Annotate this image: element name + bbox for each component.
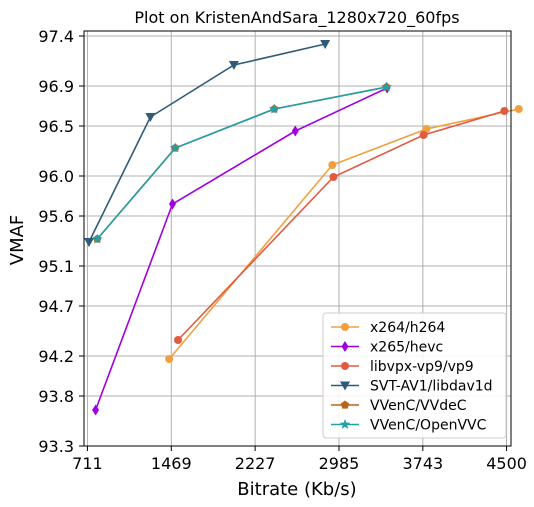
series-line	[88, 43, 326, 243]
data-point	[291, 125, 299, 137]
tick-layer: 711 1469 2227 2985 3743 4500 93.3 93.8 94.2 94.7 9…	[38, 27, 527, 473]
data-point	[381, 81, 392, 92]
y-tick-label: 96.0	[38, 167, 74, 186]
series-2	[174, 107, 509, 344]
series-5	[92, 81, 392, 244]
legend-label: libvpx-vp9/vp9	[370, 359, 474, 375]
data-point	[514, 105, 523, 113]
y-tick-label: 94.7	[38, 297, 74, 316]
x-tick-label: 1469	[151, 454, 192, 473]
y-tick-label: 93.8	[38, 387, 74, 406]
plot-frame	[83, 30, 512, 447]
legend-label: x265/hevc	[370, 340, 443, 356]
series-line	[177, 110, 505, 341]
legend-box	[322, 312, 507, 439]
series-3	[83, 40, 331, 247]
legend-label: SVT-AV1/libdav1d	[370, 379, 493, 395]
series-0	[165, 105, 523, 363]
legend-item: x265/hevc	[331, 340, 443, 356]
legend-label: x264/h264	[370, 320, 445, 336]
x-tick-label: 2985	[319, 454, 360, 473]
legend-item: VVenC/OpenVVC	[331, 418, 487, 434]
data-point	[320, 40, 331, 49]
legend-marker	[341, 323, 349, 331]
data-point	[328, 161, 337, 169]
data-point	[83, 238, 94, 247]
series-layer	[83, 40, 523, 416]
data-point	[228, 61, 239, 70]
y-tick-label: 96.9	[38, 77, 74, 96]
series-line	[94, 87, 388, 411]
data-point	[269, 103, 280, 114]
legend-label: VVenC/OpenVVC	[370, 418, 487, 434]
x-tick-label: 711	[72, 454, 103, 473]
y-axis-label: VMAF	[7, 215, 28, 266]
x-tick-label: 4500	[486, 454, 527, 473]
y-tick-label: 95.6	[38, 207, 74, 226]
data-point	[422, 125, 431, 133]
data-point	[145, 113, 156, 122]
chart-title: Plot on KristenAndSara_1280x720_60fps	[134, 8, 459, 28]
x-tick-label: 2227	[235, 454, 276, 473]
data-point	[165, 355, 174, 363]
data-point	[168, 198, 176, 210]
legend-item: x264/h264	[331, 320, 445, 336]
data-point	[92, 233, 103, 244]
y-tick-label: 96.5	[38, 117, 74, 136]
data-point	[92, 404, 100, 416]
legend: x264/h264 x265/hevc libvpx-vp9/vp9 SVT-AV1/…	[322, 312, 507, 439]
x-axis-label: Bitrate (Kb/s)	[237, 479, 356, 500]
data-point	[174, 336, 183, 344]
legend-marker	[341, 362, 349, 370]
legend-marker	[340, 400, 350, 409]
x-tick-label: 3743	[402, 454, 443, 473]
data-point	[170, 142, 181, 153]
data-point	[500, 107, 509, 115]
legend-label: VVenC/VVdeC	[370, 398, 467, 414]
legend-item: SVT-AV1/libdav1d	[331, 379, 493, 395]
y-tick-label: 95.1	[38, 257, 74, 276]
y-tick-label: 97.4	[38, 27, 74, 46]
legend-item: libvpx-vp9/vp9	[331, 359, 474, 375]
data-point	[419, 131, 428, 139]
series-line	[168, 108, 519, 360]
y-tick-label: 94.2	[38, 347, 74, 366]
legend-marker	[340, 381, 350, 391]
legend-marker	[339, 419, 351, 429]
y-tick-label: 93.3	[38, 437, 74, 456]
series-line	[96, 86, 387, 240]
legend-item: VVenC/VVdeC	[331, 398, 467, 414]
legend-marker	[341, 341, 349, 352]
data-point	[329, 173, 338, 181]
